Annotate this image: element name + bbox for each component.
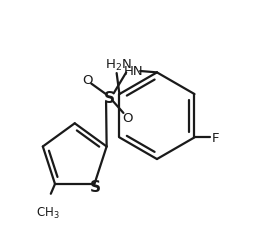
Text: CH$_3$: CH$_3$ xyxy=(36,205,60,220)
Text: HN: HN xyxy=(123,65,143,78)
Text: O: O xyxy=(82,74,92,86)
Text: S: S xyxy=(90,180,101,195)
Text: O: O xyxy=(122,111,133,124)
Text: F: F xyxy=(212,131,220,144)
Text: H$_2$N: H$_2$N xyxy=(104,57,131,72)
Text: S: S xyxy=(104,91,115,106)
